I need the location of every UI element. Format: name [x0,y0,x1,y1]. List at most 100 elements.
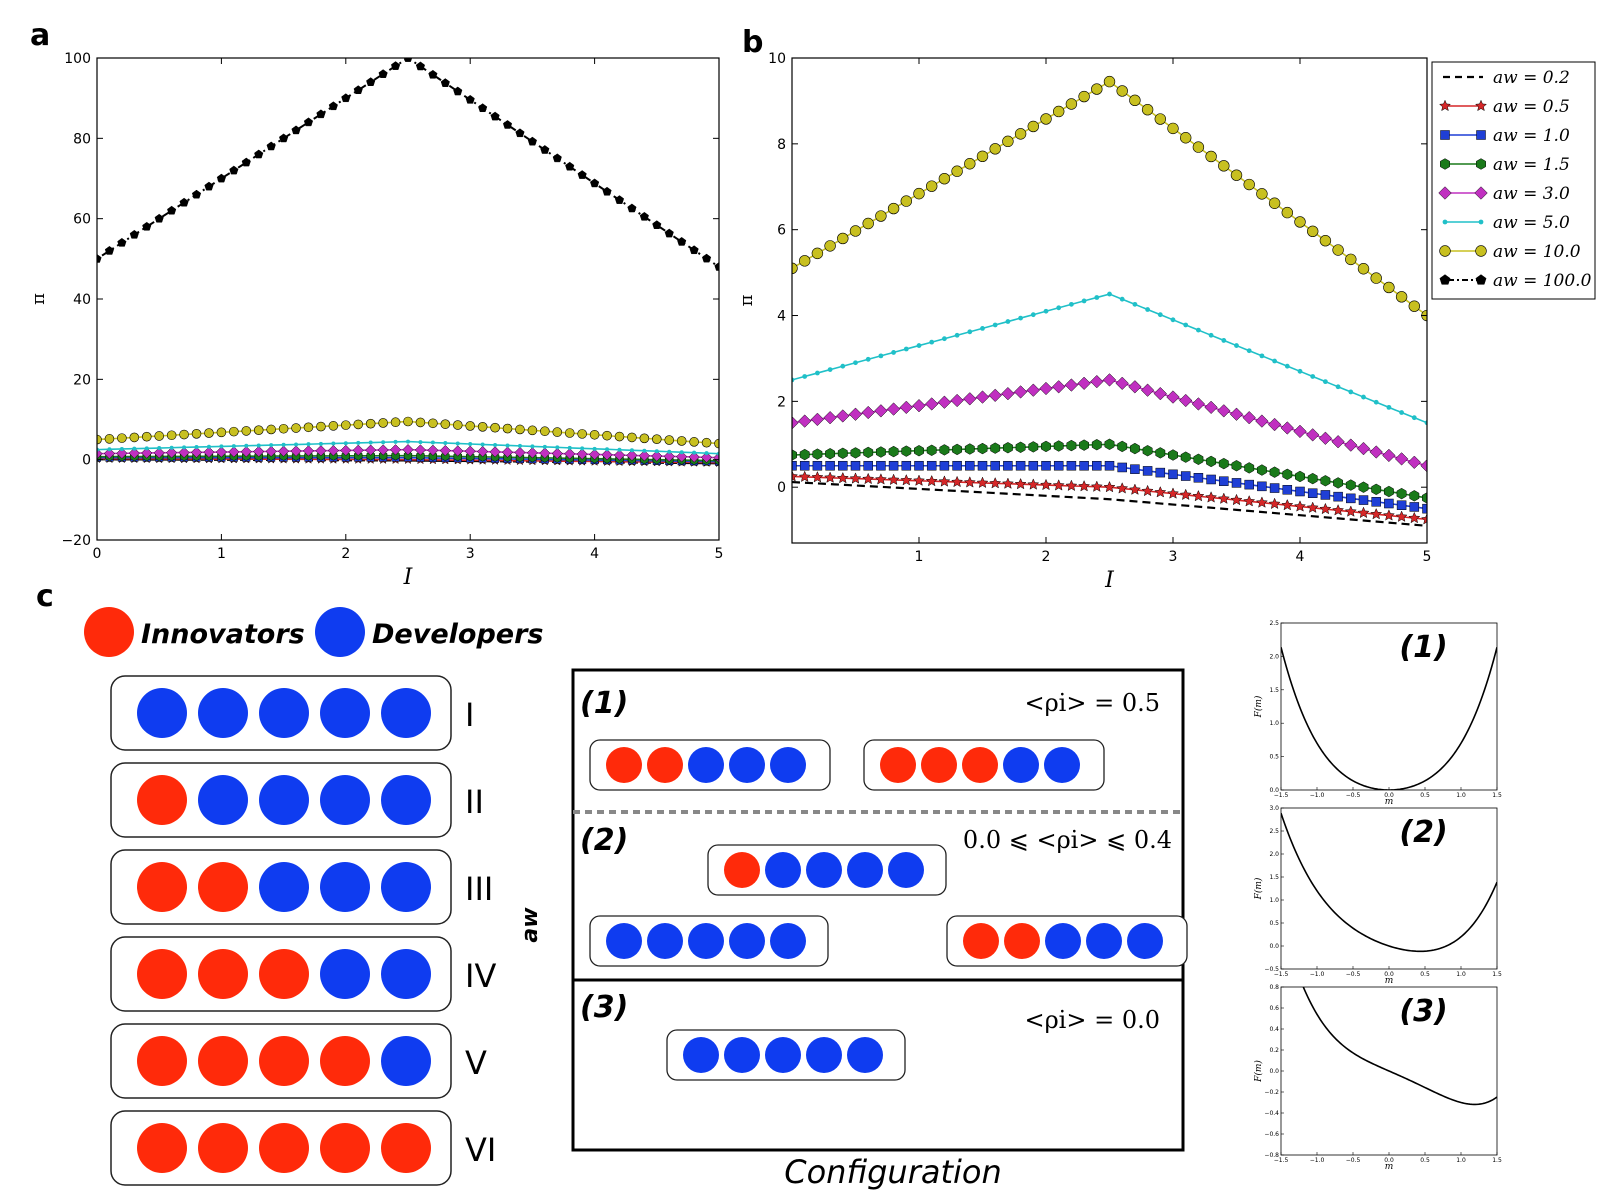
data-point [1079,439,1090,451]
data-point [1217,492,1230,504]
developer-circle [259,862,309,912]
data-point [1284,363,1290,369]
data-point [577,429,587,439]
developer-circle [688,923,724,959]
data-point [526,447,539,459]
data-point [254,149,264,159]
data-point [1079,460,1089,471]
x-axis-label: m [1385,1162,1394,1172]
data-point [1344,438,1358,452]
data-point [452,445,464,457]
innovator-circle [724,852,760,888]
regime-3-label: (3) [580,990,628,1025]
data-point [455,441,460,446]
data-point [169,445,174,450]
data-point [107,447,112,452]
data-point [142,221,152,231]
data-point [613,449,626,461]
x-tick-label: 1.5 [1492,1157,1502,1164]
regime-2-label: (2) [580,823,628,858]
y-tick-label: 40 [73,292,91,308]
data-point [190,446,203,458]
chart-b: 1 2 3 4 5 0 2 4 6 8 10 Iπ [736,51,1431,593]
plot-frame [791,57,1428,544]
developer-circle [729,923,765,959]
data-point [1129,94,1141,107]
data-point [664,228,674,238]
data-point [580,446,585,451]
data-point [614,195,625,204]
data-point [328,421,339,431]
data-point [862,217,874,230]
y-tick-label: 2.0 [1269,653,1279,660]
data-point [827,367,833,373]
legend-marker [1440,130,1450,140]
configuration-row: I [110,675,474,751]
data-point [377,444,389,456]
data-point [1103,75,1116,88]
data-point [204,428,214,438]
data-point [1154,113,1167,125]
series-line [97,58,719,268]
data-point [1282,485,1293,495]
data-point [1346,493,1356,504]
data-point [1142,445,1153,457]
data-point [515,424,525,435]
data-point [228,446,240,458]
data-point [689,437,699,447]
legend-marker [1438,99,1452,112]
data-point [204,181,214,191]
data-point [1382,448,1396,463]
innovator-circle [198,862,248,912]
developer-legend-marker [315,607,365,657]
x-tick-label: −0.5 [1346,792,1361,799]
data-point [154,431,164,441]
data-point [951,475,964,488]
data-point [1091,83,1103,95]
regime-2-rho: 0.0 ⩽ <ρi> ⩽ 0.4 [963,826,1172,854]
y-axis-label: π [28,293,49,305]
data-point [315,445,327,457]
data-point [440,419,451,429]
data-point [428,418,438,429]
data-point [639,433,650,444]
x-tick-label: −1.0 [1310,792,1325,799]
data-point [1281,206,1294,219]
panel-label-b: b [742,25,763,60]
data-point [1396,500,1407,510]
data-point [850,460,861,471]
data-point [353,85,363,95]
data-point [1204,400,1218,415]
data-point [1371,483,1382,496]
y-tick-label: 0.4 [1269,1026,1279,1033]
data-point [1180,451,1191,463]
legend-marker [1476,130,1486,140]
data-point [825,448,836,460]
developer-circle [683,1037,719,1073]
legend-entry: aw = 1.5 [1493,155,1570,175]
developer-circle [137,688,187,738]
data-point [1183,322,1189,328]
data-point [967,329,973,335]
data-point [901,445,912,457]
developer-circle [381,1036,431,1086]
data-point [1409,502,1420,512]
panel-label-c: c [36,579,54,614]
data-point [366,77,376,86]
data-point [1243,178,1255,191]
data-point [1090,480,1103,492]
y-tick-label: 80 [73,131,91,147]
data-point [381,440,386,445]
data-point [602,186,612,196]
data-point [654,449,659,454]
data-point [1219,476,1229,486]
regime-configuration [666,1029,906,1081]
data-point [1192,489,1205,502]
data-point [1218,160,1230,172]
data-point [1383,485,1394,498]
data-point [1386,404,1392,410]
y-axis-label: F(m) [1253,877,1264,900]
data-point [1157,312,1163,318]
y-tick-label: 3.0 [1269,805,1279,812]
